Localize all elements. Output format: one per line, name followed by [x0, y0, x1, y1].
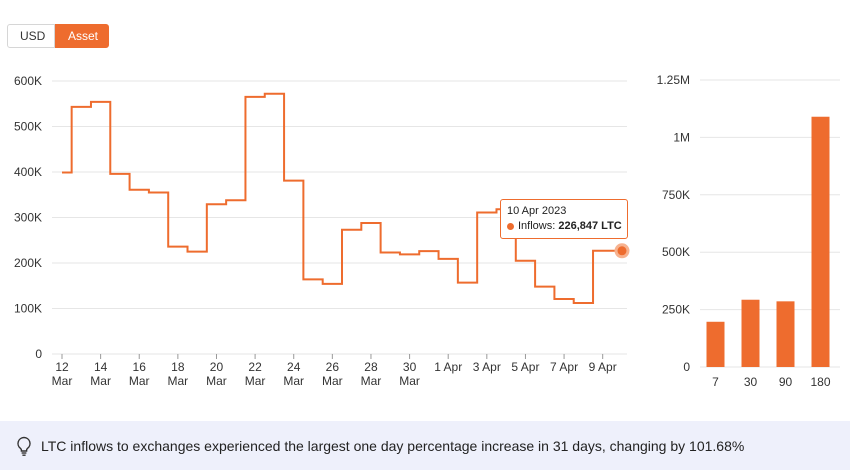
x-tick-label-month: Mar: [245, 374, 266, 388]
x-tick-label: 16: [133, 360, 147, 374]
bar-y-tick-label: 1M: [673, 130, 690, 144]
bar-y-tick-label: 500K: [662, 245, 690, 259]
x-tick-label: 26: [326, 360, 340, 374]
bar-180: [811, 116, 830, 368]
chart-tooltip: 10 Apr 2023 Inflows: 226,847 LTC: [500, 199, 628, 239]
x-tick-label-month: Mar: [399, 374, 420, 388]
bar-y-tick-label: 0: [683, 360, 690, 374]
y-tick-label: 300K: [14, 211, 42, 225]
series-dot-icon: [507, 222, 514, 230]
x-tick-label: 30: [403, 360, 417, 374]
bar-category-label: 90: [779, 375, 793, 389]
highlight-point: [614, 243, 630, 259]
x-tick-label-month: Mar: [322, 374, 343, 388]
bar-y-tick-label: 1.25M: [657, 73, 690, 87]
x-tick-label-month: Mar: [129, 374, 150, 388]
x-tick-label: 20: [210, 360, 224, 374]
y-tick-label: 100K: [14, 302, 42, 316]
lightbulb-icon: [17, 436, 31, 456]
bar-category-label: 180: [810, 375, 830, 389]
x-tick-label-month: Mar: [52, 374, 73, 388]
x-tick-label: 5 Apr: [511, 360, 539, 374]
bar-y-tick-label: 750K: [662, 188, 690, 202]
x-tick-label-month: Mar: [168, 374, 189, 388]
x-tick-label: 1 Apr: [434, 360, 462, 374]
y-tick-label: 500K: [14, 120, 42, 134]
tooltip-date: 10 Apr 2023: [507, 205, 567, 217]
x-tick-label: 3 Apr: [473, 360, 501, 374]
y-tick-label: 600K: [14, 74, 42, 88]
inflows-step-line: [62, 92, 622, 305]
x-tick-label: 22: [248, 360, 262, 374]
y-tick-label: 0: [35, 347, 42, 361]
x-tick-label: 12: [55, 360, 69, 374]
tooltip-value: 226,847 LTC: [558, 220, 622, 232]
x-tick-label: 14: [94, 360, 108, 374]
bar-90: [776, 301, 795, 367]
x-tick-label-month: Mar: [206, 374, 227, 388]
x-tick-label-month: Mar: [90, 374, 111, 388]
bar-category-label: 7: [712, 375, 719, 389]
asset-button[interactable]: Asset: [55, 24, 109, 48]
insight-text: LTC inflows to exchanges experienced the…: [41, 437, 745, 454]
x-tick-label: 9 Apr: [589, 360, 617, 374]
bar-30: [741, 299, 760, 367]
bar-category-label: 30: [744, 375, 758, 389]
y-tick-label: 200K: [14, 256, 42, 270]
inflows-chart: 0100K200K300K400K500K600K12Mar14Mar16Mar…: [14, 73, 840, 389]
bar-y-tick-label: 250K: [662, 303, 690, 317]
usd-button[interactable]: USD: [7, 24, 55, 48]
bar-7: [706, 321, 725, 367]
x-tick-label: 7 Apr: [550, 360, 578, 374]
y-tick-label: 400K: [14, 165, 42, 179]
x-tick-label: 24: [287, 360, 301, 374]
tooltip-series-label: Inflows:: [518, 220, 556, 232]
insight-banner: LTC inflows to exchanges experienced the…: [0, 421, 850, 470]
currency-toggle: USD Asset: [7, 24, 109, 48]
x-tick-label-month: Mar: [283, 374, 304, 388]
x-tick-label: 18: [171, 360, 185, 374]
x-tick-label: 28: [364, 360, 378, 374]
x-tick-label-month: Mar: [361, 374, 382, 388]
